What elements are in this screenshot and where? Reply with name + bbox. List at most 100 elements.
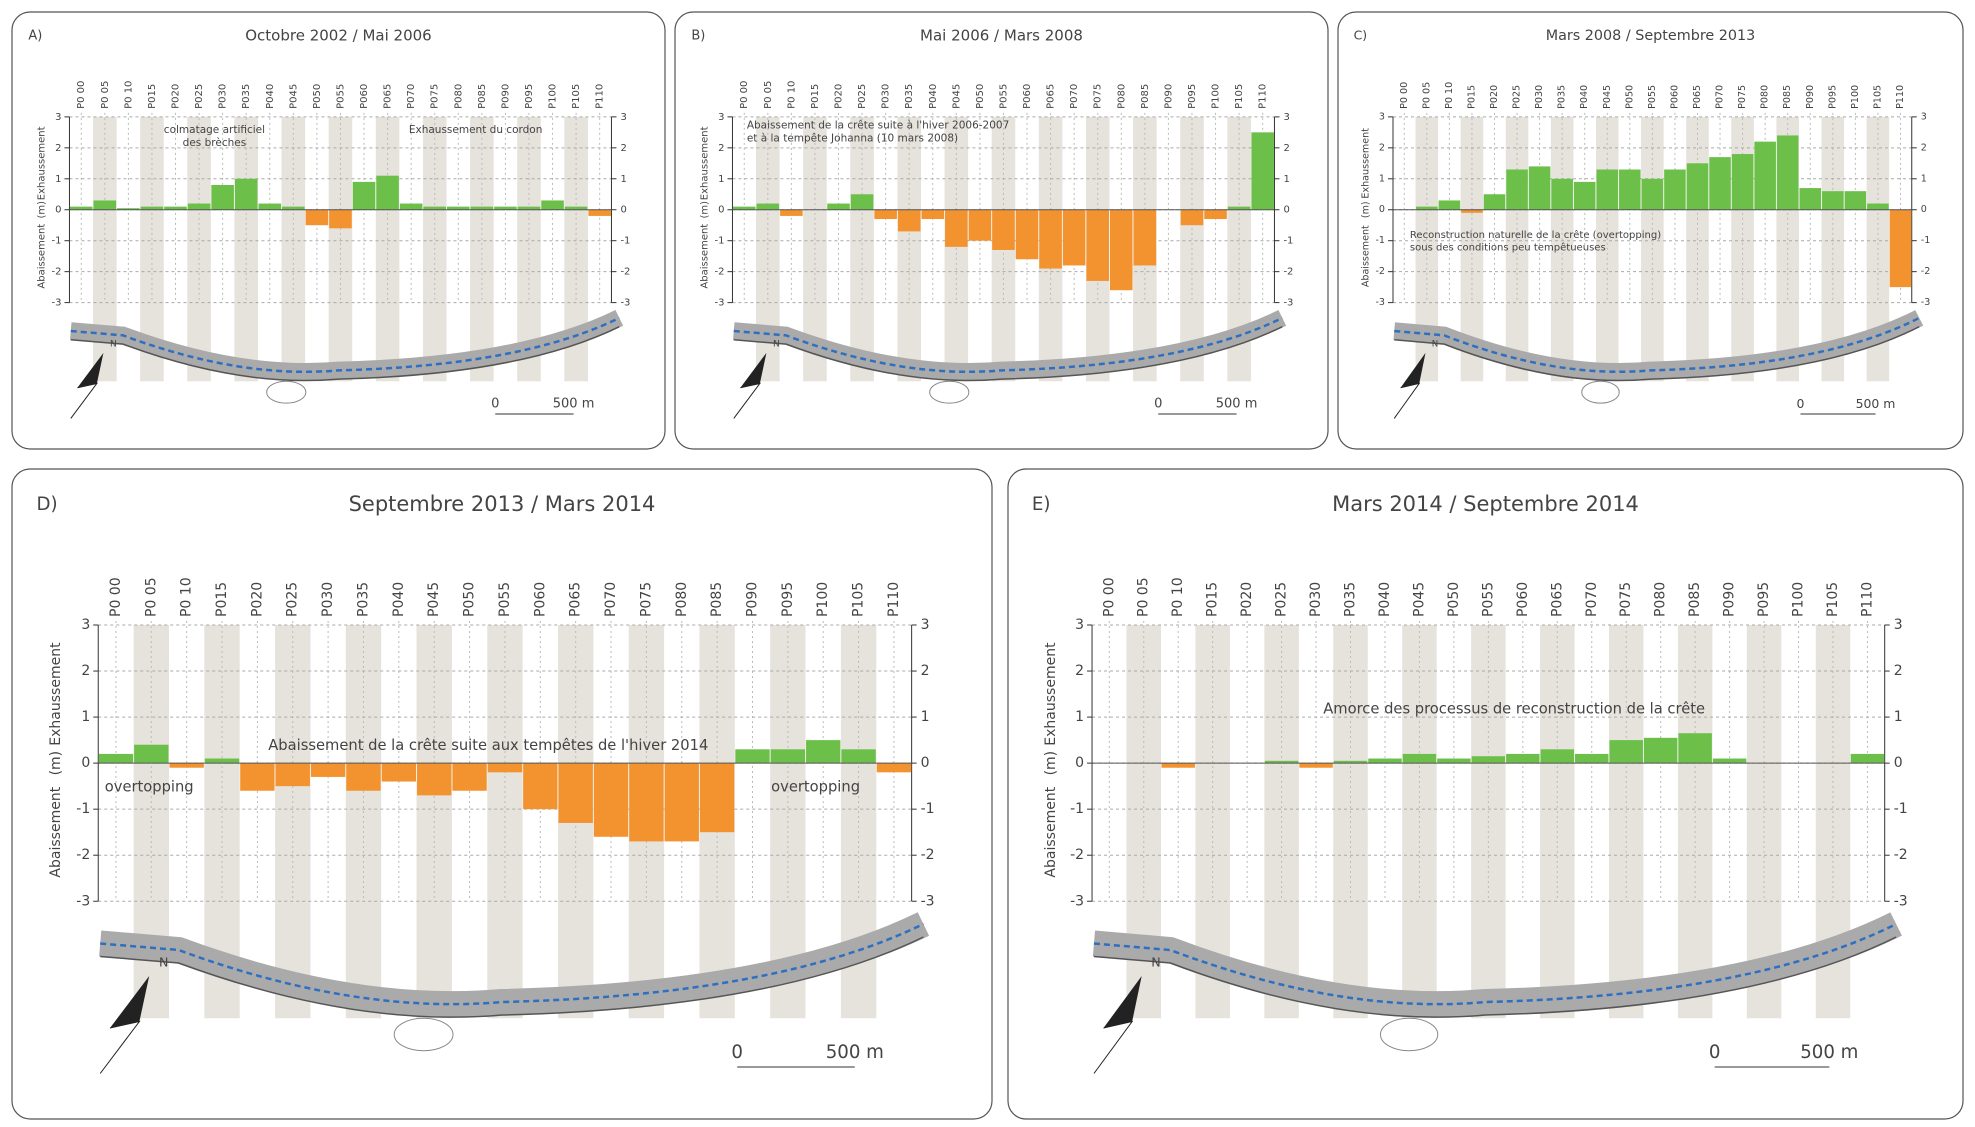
y-tick-label: 3: [55, 112, 61, 123]
x-tick-label: P040: [928, 84, 939, 109]
x-tick-label: P0 10: [1170, 577, 1186, 617]
lagoon-feature: [393, 1017, 454, 1052]
x-tick-label: P0 00: [739, 81, 750, 109]
y-tick-label: -1: [714, 236, 724, 247]
x-tick-label: P0 05: [1136, 577, 1152, 617]
y2-tick-label: 1: [620, 174, 626, 185]
bar: [1471, 756, 1506, 764]
y-tick-label: 1: [1075, 709, 1084, 725]
bar: [1264, 760, 1299, 764]
y2-tick-label: -1: [1894, 801, 1908, 817]
y2-tick-label: 1: [1283, 174, 1289, 185]
panel-frame: [1337, 11, 1964, 450]
annotation: Abaissement de la crête suite aux tempêt…: [268, 737, 708, 754]
bar: [399, 203, 423, 210]
x-tick-label: P100: [1850, 85, 1861, 109]
y-tick-label: -3: [714, 298, 724, 309]
x-tick-label: P090: [500, 84, 511, 109]
y2-tick-label: 2: [1894, 663, 1903, 679]
y2-tick-label: 1: [1921, 173, 1927, 184]
bar: [447, 206, 470, 210]
annotation: Amorce des processus de reconstruction d…: [1323, 701, 1705, 718]
x-tick-label: P090: [744, 582, 760, 617]
bar: [664, 763, 699, 842]
bar: [258, 203, 282, 210]
x-tick-label: P085: [477, 84, 488, 109]
bar: [1686, 163, 1709, 210]
y-tick-label: 1: [55, 174, 61, 185]
y-tick-label: 0: [1379, 204, 1385, 215]
y2-tick-label: -3: [620, 298, 630, 309]
panel-label: E): [1032, 494, 1051, 515]
y2-tick-label: -1: [1921, 235, 1931, 246]
y-tick-label: -1: [1070, 801, 1084, 817]
bar: [806, 740, 841, 764]
x-tick-label: P015: [214, 582, 230, 617]
x-tick-label: P075: [1618, 582, 1634, 617]
x-tick-label: P100: [548, 84, 559, 109]
north-arrow: [77, 352, 104, 388]
bar: [1844, 191, 1867, 210]
bar: [417, 763, 452, 796]
coast-edge: [1093, 936, 1897, 1018]
scale-zero: 0: [731, 1042, 743, 1063]
crest-line: [1093, 922, 1897, 1006]
x-tick-label: P015: [810, 84, 821, 109]
y-tick-label: 2: [55, 143, 61, 154]
bar: [1483, 194, 1506, 210]
y-tick-label: -3: [51, 298, 61, 309]
x-tick-label: P095: [780, 582, 796, 617]
x-tick-label: P035: [904, 84, 915, 109]
x-tick-label: P065: [1549, 582, 1565, 617]
bar: [1299, 763, 1333, 768]
y2-tick-label: 3: [1894, 617, 1903, 633]
bar: [780, 209, 803, 216]
y2-tick-label: -2: [1894, 847, 1908, 863]
x-tick-label: P060: [532, 582, 548, 617]
north-arrow: [740, 352, 767, 388]
y-label-low: Abaissement: [1361, 225, 1372, 287]
x-tick-label: P040: [391, 582, 407, 617]
panel-title: Mars 2014 / Septembre 2014: [1332, 492, 1639, 516]
x-tick-label: P105: [1234, 84, 1245, 109]
y-label-high: Exhaussement: [36, 126, 47, 200]
y-tick-label: -2: [1070, 847, 1084, 863]
bar: [1799, 188, 1822, 210]
x-tick-label: P055: [497, 582, 513, 617]
x-tick-label: P065: [383, 84, 394, 109]
x-tick-label: P085: [709, 582, 725, 617]
x-tick-label: P050: [1446, 582, 1462, 617]
bar: [897, 209, 921, 232]
bar: [1540, 749, 1575, 764]
x-tick-label: P095: [1756, 582, 1772, 617]
y-tick-label: 2: [1075, 663, 1084, 679]
y2-tick-label: -1: [921, 801, 935, 817]
coast-edge: [733, 325, 1283, 382]
scale-zero: 0: [491, 397, 499, 412]
x-tick-label: P0 00: [108, 577, 124, 617]
x-tick-label: P050: [312, 84, 323, 109]
x-tick-label: P030: [218, 84, 229, 109]
x-tick-label: P075: [1737, 85, 1748, 109]
x-tick-label: P0 10: [123, 81, 134, 109]
x-tick-label: P035: [241, 84, 252, 109]
north-arrow-tail: [99, 1020, 141, 1074]
x-tick-label: P065: [1692, 85, 1703, 109]
lagoon-feature: [1581, 380, 1620, 404]
crest-line: [70, 316, 620, 373]
x-tick-label: P015: [1466, 85, 1477, 109]
bar: [1867, 203, 1889, 210]
y-label-high: Exhaussement: [1361, 128, 1372, 199]
x-tick-label: P020: [834, 84, 845, 109]
y2-tick-label: -1: [1283, 236, 1293, 247]
crest-line: [733, 316, 1283, 373]
bar: [1161, 763, 1195, 768]
north-label: N: [773, 340, 780, 350]
x-tick-label: P035: [1557, 85, 1568, 109]
y2-tick-label: 0: [1894, 755, 1903, 771]
bar: [1573, 181, 1596, 210]
x-tick-label: P070: [1069, 84, 1080, 109]
bar: [1575, 753, 1609, 764]
annotation: Abaissement de la crête suite à l'hiver …: [747, 120, 1009, 132]
